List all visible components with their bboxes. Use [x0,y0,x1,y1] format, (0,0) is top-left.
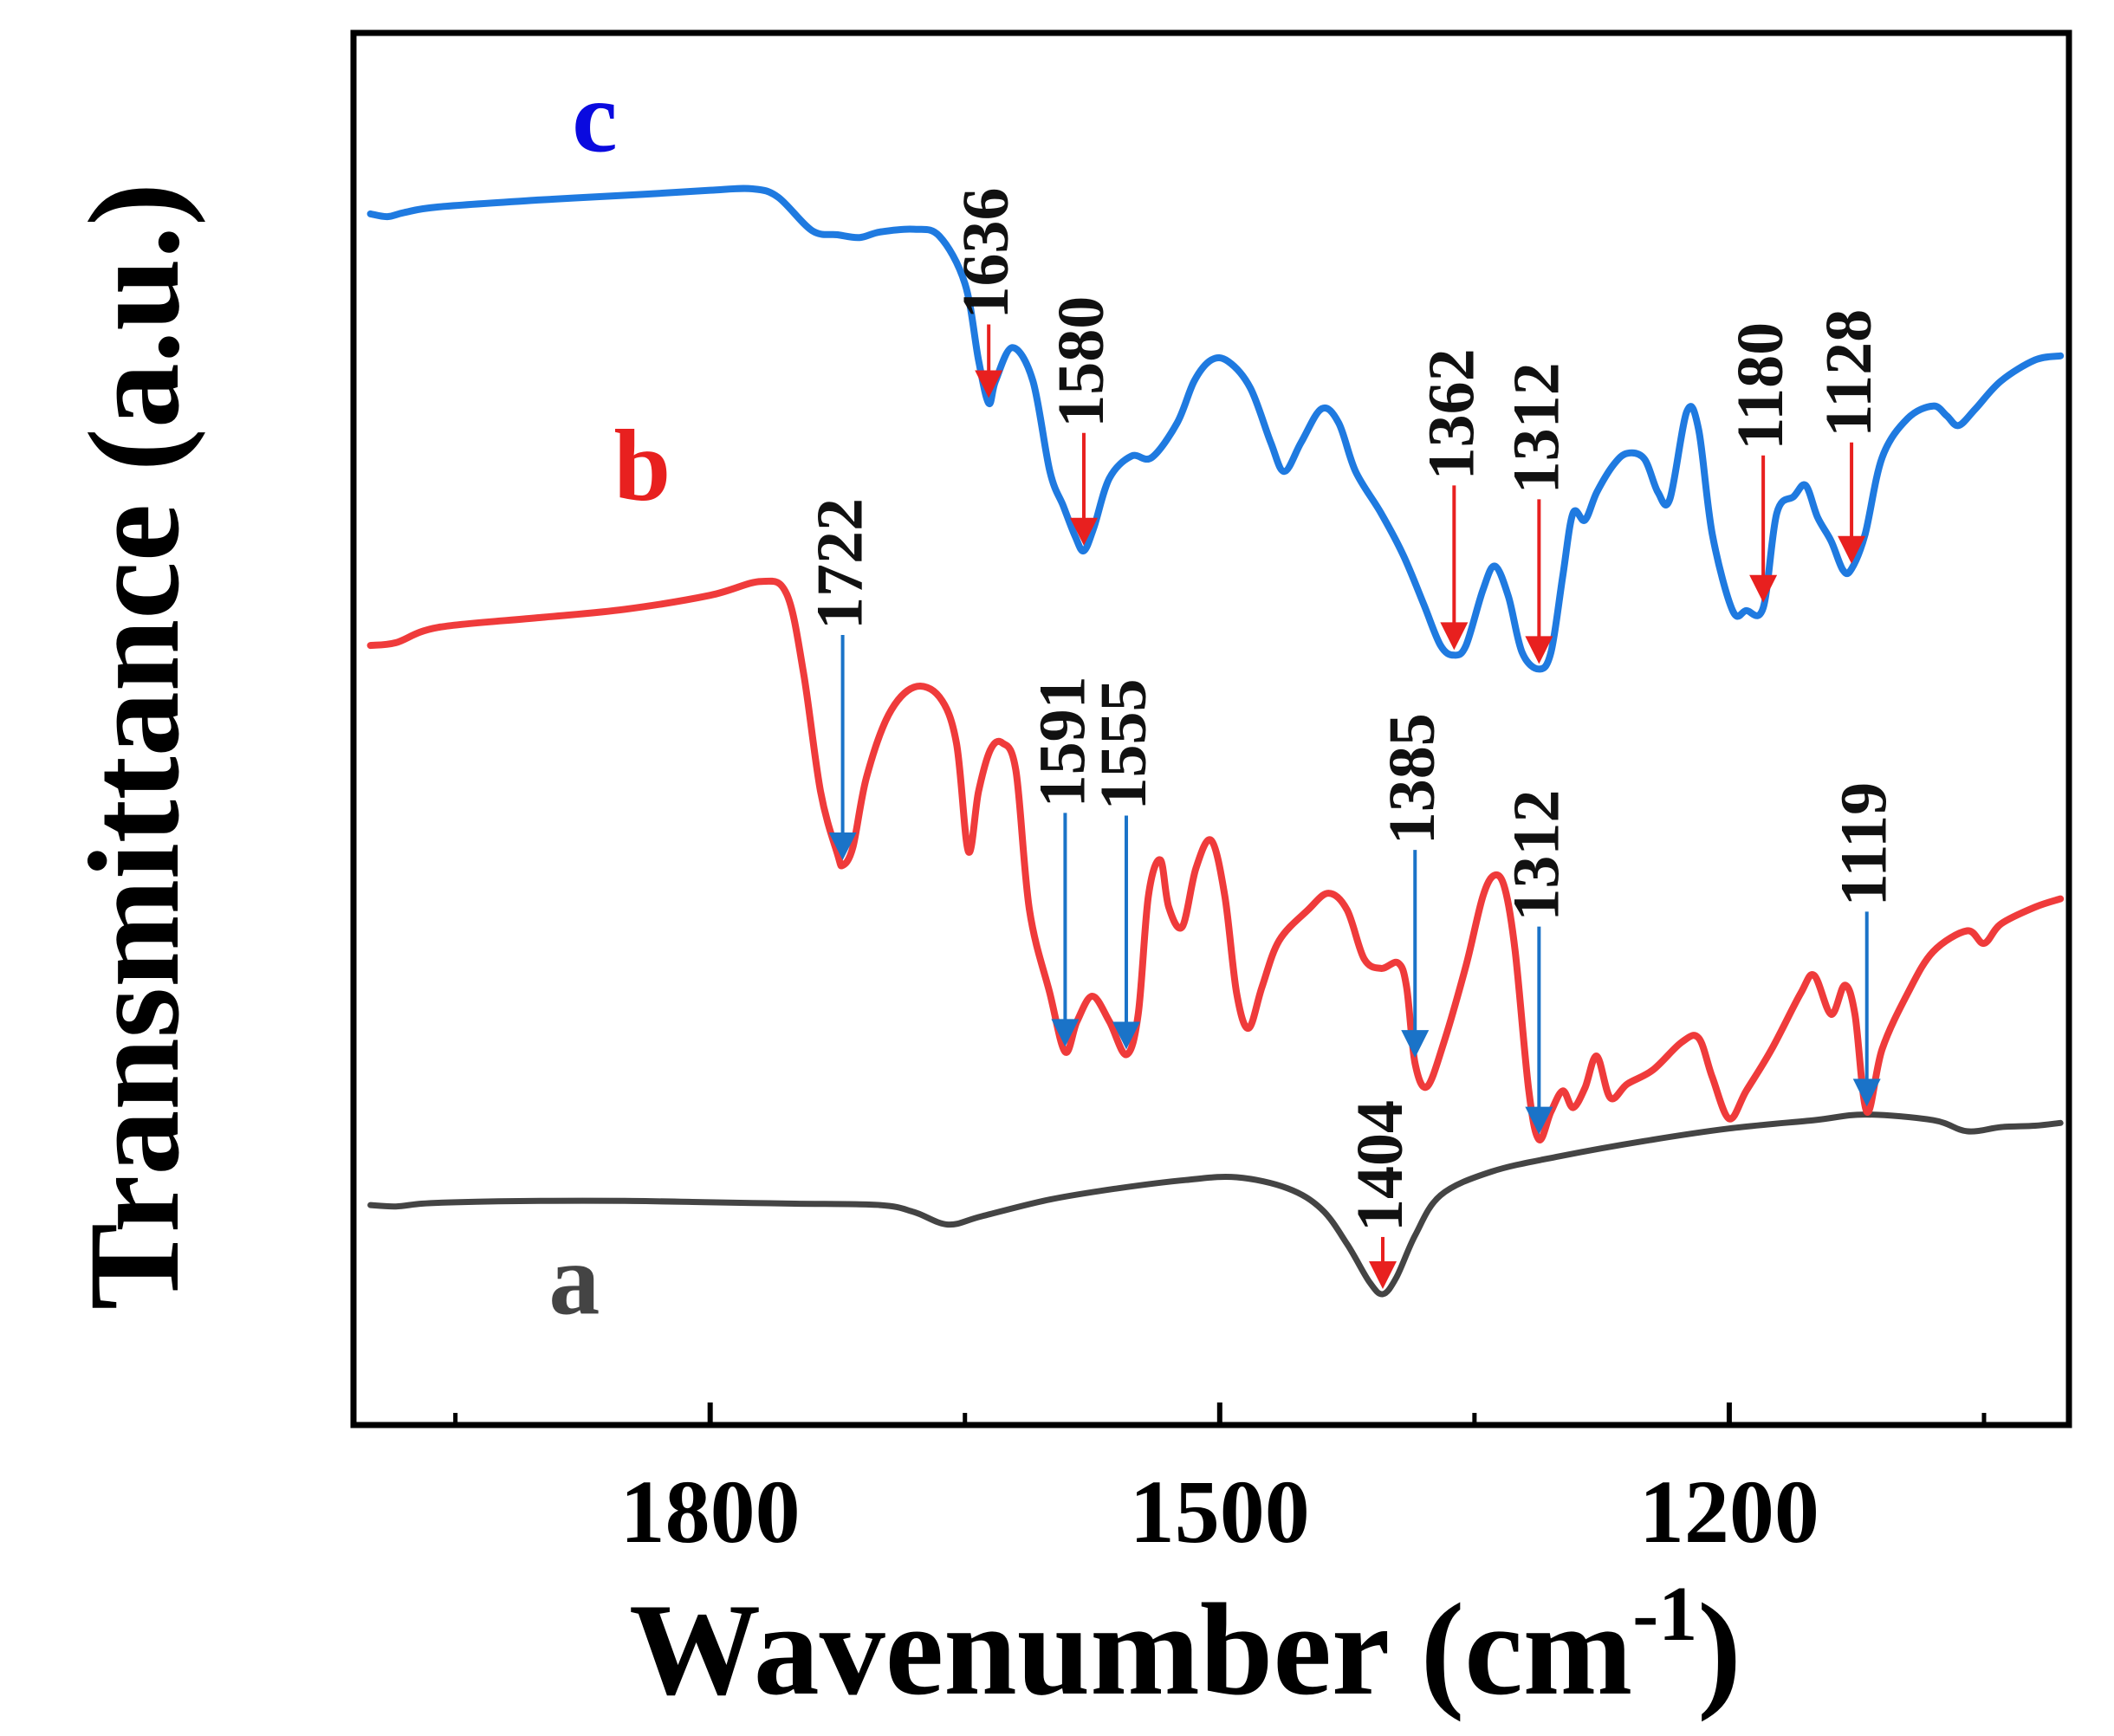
axis-layer [350,29,2072,1428]
peak-label-b-1555: 1555 [1087,679,1160,811]
peak-label-c-1312: 1312 [1500,362,1573,494]
peak-arrowhead-a-1404 [1369,1260,1397,1289]
peak-label-b-1312: 1312 [1500,790,1573,922]
peak-arrowhead-b-1312 [1525,1106,1553,1135]
annotation-layer [828,324,1881,1289]
x-tick-label: 1800 [620,1462,801,1562]
peak-label-b-1722: 1722 [804,498,877,630]
x-axis-label: Wavenumber (cm-1) [629,1571,1741,1722]
peak-label-c-1580: 1580 [1045,296,1118,428]
peak-label-c-1180: 1180 [1724,322,1797,450]
peak-arrowhead-c-1312 [1525,636,1553,664]
series-line-b [366,577,2065,1143]
peak-label-c-1128: 1128 [1812,309,1885,437]
x-axis-label-main: Wavenumber (cm [629,1577,1632,1722]
peak-arrowhead-b-1722 [828,832,857,860]
peak-arrowhead-c-1128 [1838,535,1866,564]
plot-frame [350,29,2072,1428]
x-tick-label: 1200 [1639,1462,1819,1562]
peak-arrowhead-c-1180 [1749,574,1778,603]
peak-label-b-1385: 1385 [1376,713,1449,845]
peak-label-b-1119: 1119 [1828,782,1901,907]
peak-label-c-1362: 1362 [1415,348,1488,480]
peak-label-a-1404: 1404 [1344,1100,1417,1232]
peak-arrowhead-b-1119 [1852,1079,1881,1107]
peak-arrowhead-c-1636 [975,370,1003,398]
peak-arrowhead-c-1580 [1069,517,1098,546]
series-label-b: b [613,408,671,521]
x-axis-label-close: ) [1697,1577,1741,1722]
y-axis-label: Transmittance (a.u.) [62,183,206,1310]
x-axis-label-superscript: -1 [1632,1571,1697,1657]
peak-arrowhead-c-1362 [1440,622,1469,651]
series-label-a: a [548,1222,600,1336]
series-layer [366,185,2065,1298]
x-tick-label: 1500 [1130,1462,1310,1562]
peak-arrowhead-b-1385 [1401,1030,1430,1059]
series-line-a [367,1111,2064,1298]
series-line-c [366,185,2065,673]
peak-label-c-1636: 1636 [950,187,1022,319]
peak-arrowhead-b-1591 [1051,1019,1080,1047]
series-label-c: c [572,61,617,174]
peak-label-b-1591: 1591 [1026,676,1099,807]
peak-arrowhead-b-1555 [1112,1021,1140,1050]
